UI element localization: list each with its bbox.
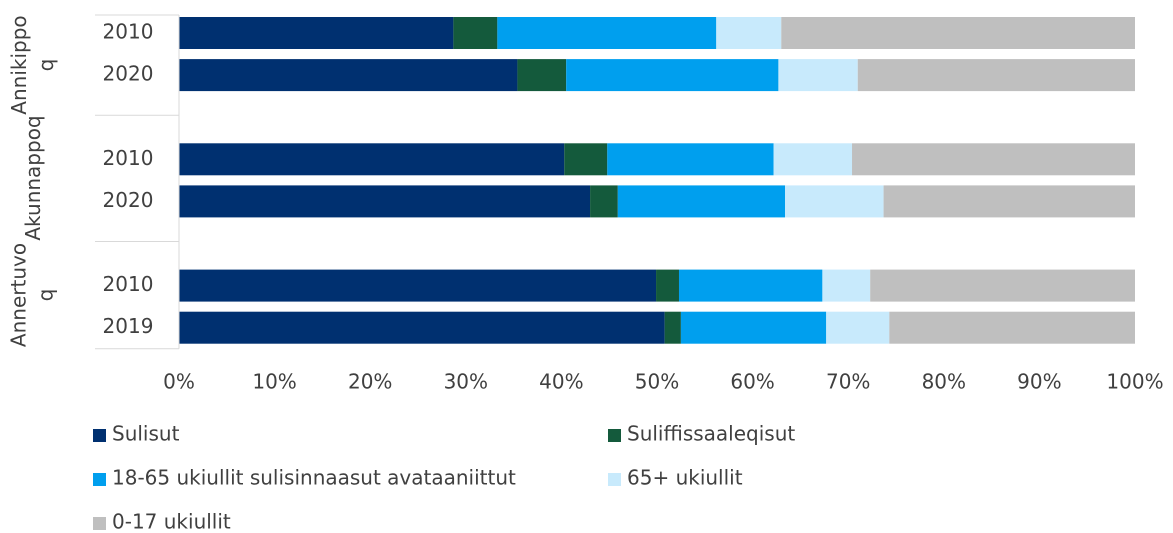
bar-segment xyxy=(781,17,1135,49)
legend-label: Suliffissaaleqisut xyxy=(627,422,795,446)
x-tick-label: 100% xyxy=(1106,370,1163,394)
y-tick-label: 2010 xyxy=(103,20,154,44)
bar-segment xyxy=(678,269,823,302)
bar-segment xyxy=(179,269,657,302)
x-tick-label: 30% xyxy=(444,370,488,394)
x-tick-label: 20% xyxy=(348,370,392,394)
bar-segment xyxy=(179,185,591,218)
bar-segment xyxy=(517,59,567,92)
y-tick-label: 2010 xyxy=(103,272,154,296)
bar-segment xyxy=(179,59,518,92)
bar-segment xyxy=(857,59,1135,92)
bar-segment xyxy=(179,17,454,49)
group-label: Annertuvoq xyxy=(7,243,58,348)
bar-segment xyxy=(607,143,774,176)
bar-segment xyxy=(822,269,871,302)
bar-segment xyxy=(179,311,665,344)
bar-segment xyxy=(852,143,1135,176)
legend-swatch xyxy=(93,429,106,442)
legend-swatch xyxy=(608,429,621,442)
x-tick-label: 10% xyxy=(252,370,296,394)
x-tick-label: 80% xyxy=(922,370,966,394)
x-tick-label: 50% xyxy=(635,370,679,394)
x-tick-label: 0% xyxy=(163,370,195,394)
group-label: Akunnappoq xyxy=(20,115,45,242)
bar-segment xyxy=(826,311,890,344)
bar-segment xyxy=(453,17,498,49)
x-tick-label: 60% xyxy=(730,370,774,394)
bar-segment xyxy=(664,311,681,344)
bar-segment xyxy=(590,185,618,218)
bar-segment xyxy=(883,185,1135,218)
legend-swatch xyxy=(93,517,106,530)
legend-swatch xyxy=(93,473,106,486)
y-tick-label: 2010 xyxy=(103,146,154,170)
bar-segment xyxy=(656,269,679,302)
x-tick-label: 90% xyxy=(1017,370,1061,394)
bar-segment xyxy=(179,143,565,176)
x-tick-label: 40% xyxy=(539,370,583,394)
bar-segment xyxy=(566,59,779,92)
bar-segment xyxy=(680,311,827,344)
bar-segment xyxy=(564,143,608,176)
bar-segment xyxy=(889,311,1135,344)
bar-segment xyxy=(785,185,884,218)
x-tick-label: 70% xyxy=(826,370,870,394)
bar-segment xyxy=(617,185,786,218)
group-label: Annikippoq xyxy=(7,15,58,115)
legend-label: 0-17 ukiullit xyxy=(112,510,231,533)
y-tick-label: 2020 xyxy=(103,62,154,86)
bar-segment xyxy=(497,17,717,49)
legend-label: 18-65 ukiullit sulisinnaasut avataaniitt… xyxy=(112,466,516,490)
bar-segment xyxy=(870,269,1135,302)
bar-segment xyxy=(716,17,782,49)
y-tick-label: 2020 xyxy=(103,188,154,212)
bar-segment xyxy=(773,143,853,176)
legend-label: Sulisut xyxy=(112,422,180,446)
y-tick-label: 2019 xyxy=(103,314,154,338)
legend-swatch xyxy=(608,473,621,486)
bar-segment xyxy=(778,59,858,92)
legend-label: 65+ ukiullit xyxy=(627,466,743,490)
